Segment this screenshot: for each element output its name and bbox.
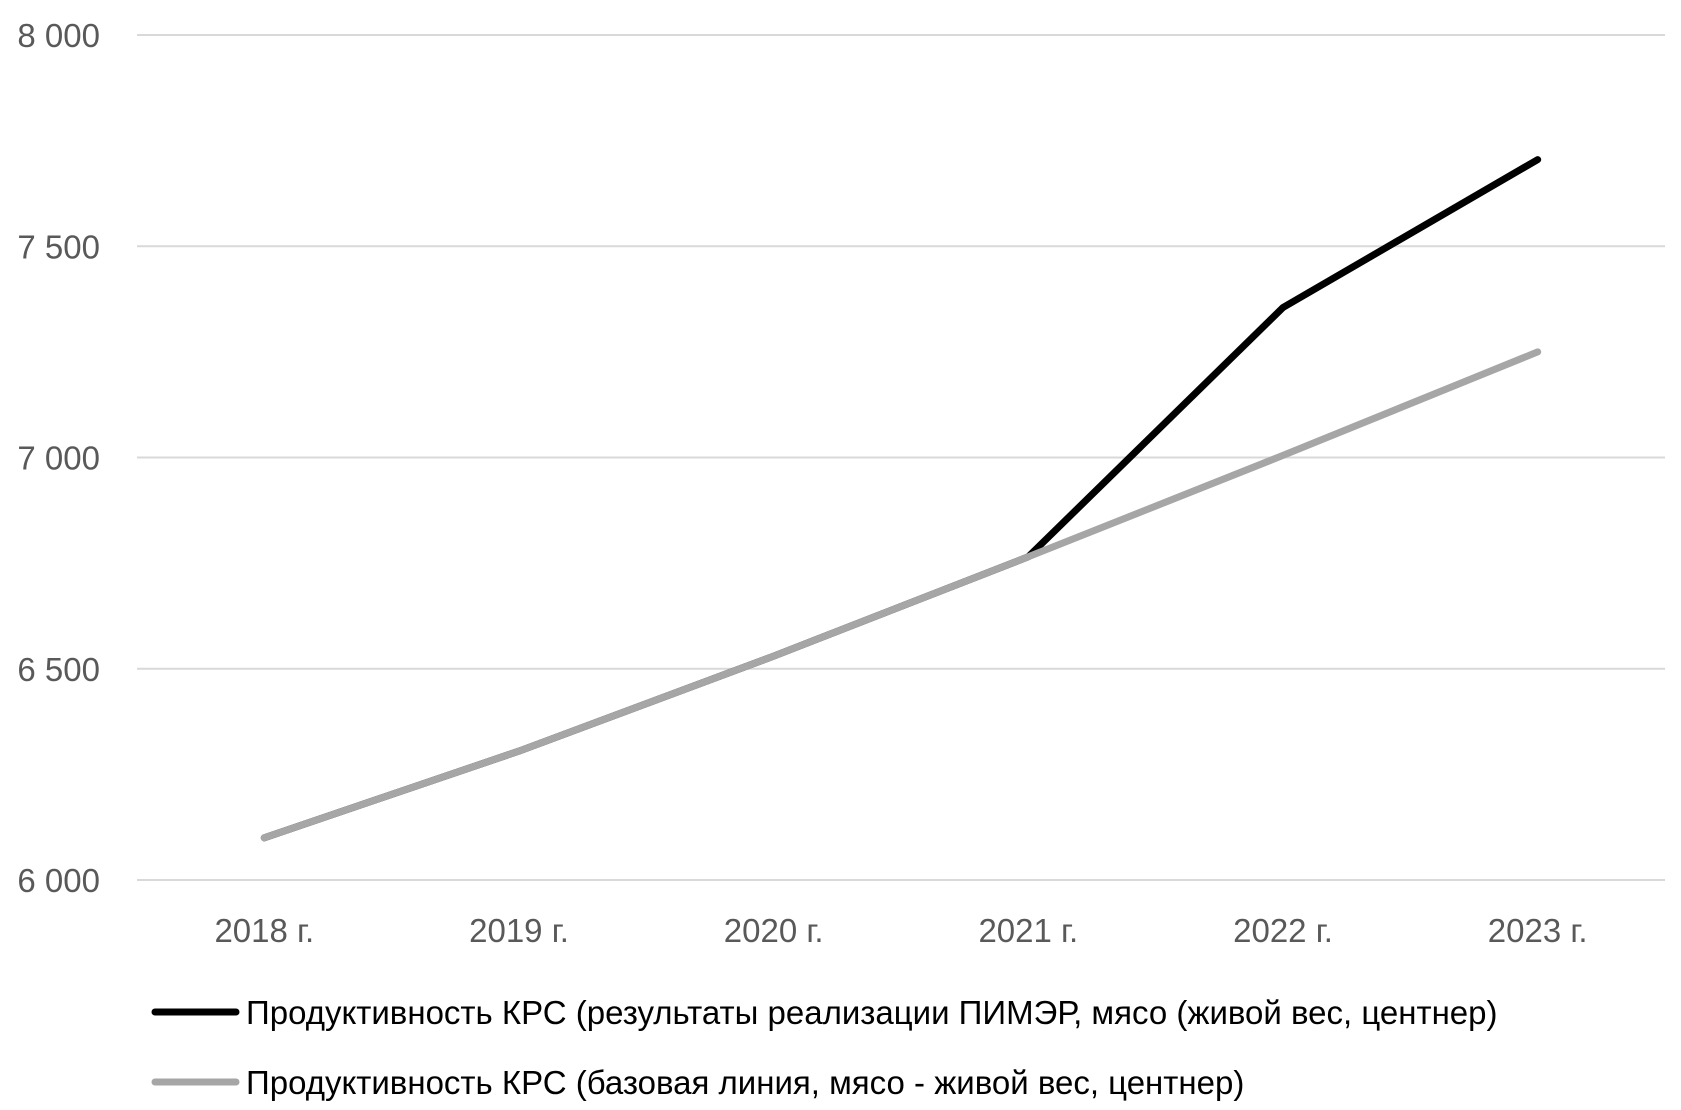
legend-label-2: Продуктивность КРС (базовая линия, мясо …	[246, 1064, 1244, 1101]
x-tick-label: 2023 г.	[1488, 912, 1588, 949]
series-line-1	[260, 156, 1542, 842]
x-tick-label: 2018 г.	[214, 912, 314, 949]
y-tick-label: 6 500	[17, 651, 100, 688]
y-axis: 6 000 6 500 7 000 7 500 8 000	[17, 17, 100, 899]
y-tick-label: 7 000	[17, 440, 100, 477]
gridlines	[137, 34, 1665, 881]
legend-label-1: Продуктивность КРС (результаты реализаци…	[246, 994, 1498, 1031]
series-lines	[260, 156, 1542, 842]
x-tick-label: 2019 г.	[469, 912, 569, 949]
x-tick-label: 2020 г.	[724, 912, 824, 949]
x-tick-label: 2022 г.	[1233, 912, 1333, 949]
y-tick-label: 8 000	[17, 17, 100, 54]
series-line-2	[260, 348, 1542, 842]
x-tick-label: 2021 г.	[978, 912, 1078, 949]
legend: Продуктивность КРС (результаты реализаци…	[151, 994, 1498, 1101]
y-tick-label: 7 500	[17, 228, 100, 265]
x-axis: 2018 г. 2019 г. 2020 г. 2021 г. 2022 г. 2023 …	[214, 912, 1587, 949]
y-tick-label: 6 000	[17, 862, 100, 899]
